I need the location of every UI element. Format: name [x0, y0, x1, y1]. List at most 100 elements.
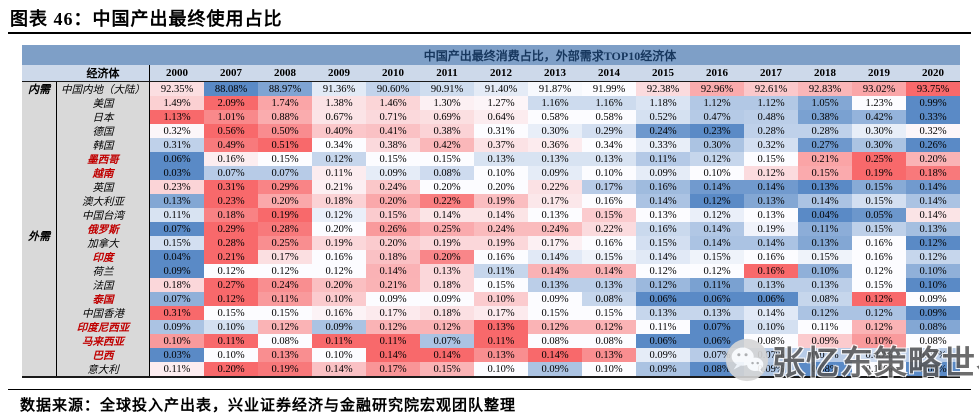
heatmap-cell: 0.20% — [366, 236, 420, 250]
heatmap-cell: 0.10% — [744, 320, 798, 334]
heatmap-cell: 0.13% — [690, 306, 744, 320]
economy-label: 巴西 — [57, 348, 150, 362]
heatmap-cell: 0.07% — [150, 222, 204, 236]
heatmap-cell: 0.38% — [420, 124, 474, 138]
heatmap-cell: 0.24% — [636, 124, 690, 138]
heatmap-cell: 0.14% — [636, 194, 690, 208]
heatmap-cell: 0.16% — [204, 152, 258, 166]
heatmap-cell: 0.14% — [636, 250, 690, 264]
economy-label: 中国香港 — [57, 306, 150, 320]
heatmap-cell: 0.18% — [420, 278, 474, 292]
heatmap-cell: 0.27% — [204, 278, 258, 292]
heatmap-cell: 88.08% — [204, 82, 258, 96]
heatmap-cell: 0.23% — [204, 194, 258, 208]
heatmap-cell: 91.36% — [312, 82, 366, 96]
heatmap-cell: 93.02% — [852, 82, 906, 96]
heatmap-cell: 0.33% — [906, 110, 960, 124]
heatmap-cell: 0.21% — [366, 278, 420, 292]
heatmap-cell: 0.27% — [798, 138, 852, 152]
heatmap-cell: 0.88% — [258, 110, 312, 124]
heatmap-cell: 0.32% — [744, 138, 798, 152]
heatmap-cell: 0.14% — [420, 208, 474, 222]
year-header: 2012 — [474, 65, 528, 82]
heatmap-cell: 0.15% — [150, 236, 204, 250]
heatmap-cell: 0.20% — [420, 250, 474, 264]
heatmap-cell: 0.12% — [852, 306, 906, 320]
heatmap-cell: 0.15% — [582, 306, 636, 320]
heatmap-cell: 92.83% — [798, 82, 852, 96]
heatmap-cell: 88.97% — [258, 82, 312, 96]
heatmap-cell: 0.13% — [420, 264, 474, 278]
heatmap-cell: 0.15% — [528, 306, 582, 320]
heatmap-cell: 0.24% — [366, 180, 420, 194]
heatmap-cell: 0.15% — [852, 194, 906, 208]
heatmap-cell: 0.20% — [312, 278, 366, 292]
heatmap-cell: 0.29% — [258, 180, 312, 194]
heatmap-cell: 0.17% — [474, 306, 528, 320]
heatmap-cell: 0.18% — [150, 278, 204, 292]
heatmap-cell: 0.30% — [852, 138, 906, 152]
heatmap-cell: 0.14% — [420, 348, 474, 362]
title-divider — [8, 32, 971, 34]
heatmap-cell: 0.12% — [690, 152, 744, 166]
heatmap-cell: 0.10% — [852, 362, 906, 376]
year-header: 2014 — [582, 65, 636, 82]
heatmap-cell: 0.18% — [906, 166, 960, 180]
heatmap-cell: 0.71% — [366, 110, 420, 124]
heatmap-cell: 0.06% — [636, 292, 690, 306]
economy-label: 中国台湾 — [57, 208, 150, 222]
heatmap-cell: 0.14% — [474, 208, 528, 222]
heatmap-cell: 0.07% — [690, 320, 744, 334]
heatmap-cell: 0.99% — [906, 96, 960, 110]
economy-label: 英国 — [57, 180, 150, 194]
heatmap-cell: 0.30% — [690, 138, 744, 152]
heatmap-cell: 0.24% — [258, 278, 312, 292]
heatmap-cell: 2.09% — [204, 96, 258, 110]
heatmap-cell: 0.12% — [582, 320, 636, 334]
economy-label: 中国内地（大陆） — [57, 82, 150, 96]
heatmap-cell: 0.06% — [150, 152, 204, 166]
heatmap-cell: 0.56% — [204, 124, 258, 138]
heatmap-cell: 0.16% — [474, 250, 528, 264]
heatmap-cell: 0.13% — [744, 194, 798, 208]
heatmap-cell: 0.14% — [906, 194, 960, 208]
heatmap-cell: 91.99% — [582, 82, 636, 96]
heatmap-cell: 0.11% — [690, 278, 744, 292]
heatmap-cell: 0.07% — [690, 348, 744, 362]
economy-label: 日本 — [57, 110, 150, 124]
heatmap-cell: 0.15% — [636, 236, 690, 250]
heatmap-cell: 0.42% — [852, 110, 906, 124]
heatmap-cell: 0.14% — [744, 180, 798, 194]
heatmap-cell: 0.28% — [798, 124, 852, 138]
heatmap-cell: 0.20% — [906, 152, 960, 166]
heatmap-cell: 1.13% — [150, 110, 204, 124]
heatmap-cell: 0.09% — [636, 362, 690, 376]
heatmap-cell: 1.38% — [312, 96, 366, 110]
heatmap-cell: 0.12% — [636, 278, 690, 292]
heatmap-cell: 0.14% — [582, 264, 636, 278]
heatmap-cell: 0.28% — [744, 124, 798, 138]
heatmap-cell: 0.47% — [690, 110, 744, 124]
heatmap-cell: 91.40% — [474, 82, 528, 96]
heatmap-cell: 0.13% — [582, 278, 636, 292]
heatmap-cell: 0.09% — [636, 166, 690, 180]
heatmap-cell: 0.09% — [744, 362, 798, 376]
heatmap-cell: 0.19% — [744, 222, 798, 236]
heatmap-cell: 0.10% — [906, 264, 960, 278]
heatmap-cell: 0.14% — [690, 236, 744, 250]
heatmap-cell: 0.10% — [474, 292, 528, 306]
heatmap-cell: 0.16% — [636, 180, 690, 194]
heatmap-cell: 0.20% — [312, 222, 366, 236]
heatmap-cell: 0.19% — [852, 166, 906, 180]
heatmap-cell: 0.22% — [420, 194, 474, 208]
heatmap-cell: 0.20% — [258, 194, 312, 208]
heatmap-cell: 0.51% — [258, 138, 312, 152]
heatmap-cell: 0.15% — [420, 362, 474, 376]
heatmap-cell: 90.91% — [420, 82, 474, 96]
heatmap-cell: 0.13% — [798, 180, 852, 194]
heatmap-cell: 0.08% — [582, 334, 636, 348]
heatmap-cell: 0.10% — [312, 292, 366, 306]
heatmap-cell: 0.11% — [366, 334, 420, 348]
year-header: 2016 — [690, 65, 744, 82]
heatmap-cell: 0.12% — [312, 152, 366, 166]
